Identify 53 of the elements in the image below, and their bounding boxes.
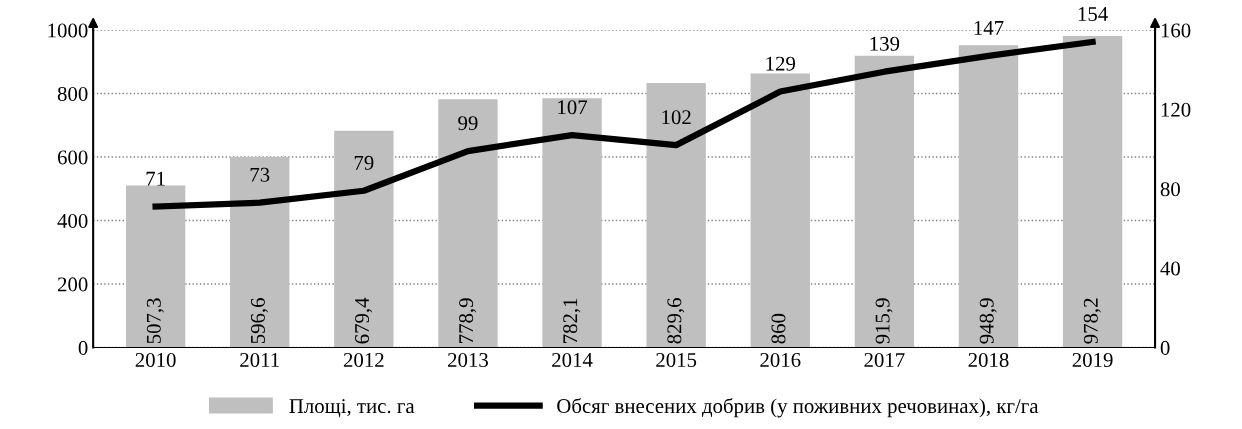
x-tick-label: 2011 [240, 352, 279, 368]
data-label: 79 [354, 155, 374, 170]
data-label: 978,2 [1083, 298, 1101, 344]
y-tick-label: 1000 [48, 23, 88, 38]
y2-tick-label: 0 [1160, 340, 1170, 355]
bar [854, 55, 915, 348]
data-label: 73 [250, 167, 270, 182]
y2-tick-label: 120 [1161, 102, 1191, 117]
bar [958, 45, 1019, 348]
legend-label: Обсяг внесених добрив (у поживних речовинах), кг/га [557, 397, 1039, 418]
data-label: 778,9 [459, 298, 477, 343]
bar [125, 185, 186, 348]
x-tick-label: 2019 [1072, 352, 1113, 368]
x-tick-label: 2018 [968, 352, 1009, 368]
data-label: 679,4 [355, 297, 373, 344]
data-label: 139 [870, 36, 900, 51]
y-tick-label: 400 [57, 213, 88, 228]
x-tick-label: 2014 [552, 352, 593, 368]
x-tick-label: 2012 [343, 352, 384, 368]
data-label: 71 [146, 171, 165, 186]
data-label: 102 [662, 110, 691, 125]
bar [750, 73, 810, 348]
data-label: 782,1 [563, 298, 581, 343]
legend-label: Площі, тис. га [289, 399, 415, 418]
y-tick-label: 600 [57, 150, 88, 165]
data-label: 107 [558, 100, 588, 115]
data-label: 829,6 [667, 298, 685, 344]
x-tick-label: 2010 [135, 352, 176, 368]
y-tick-label: 200 [57, 277, 88, 292]
x-tick-label: 2016 [760, 352, 801, 368]
data-label: 596,6 [250, 298, 268, 344]
bar [334, 130, 394, 348]
bar [542, 98, 602, 348]
data-label: 154 [1078, 7, 1108, 22]
data-label: 147 [974, 20, 1004, 35]
y2-tick-label: 40 [1160, 261, 1180, 276]
data-label: 948,9 [979, 298, 997, 344]
data-label: 129 [766, 56, 796, 71]
data-label: 860 [771, 313, 786, 344]
data-label: 507,3 [146, 298, 164, 344]
x-tick-label: 2013 [448, 352, 488, 368]
bar [438, 99, 498, 348]
y2-tick-label: 160 [1161, 23, 1191, 38]
data-label: 915,9 [875, 298, 893, 344]
data-label: 99 [458, 116, 478, 131]
bar [1062, 35, 1123, 348]
y2-tick-label: 80 [1160, 182, 1180, 197]
x-tick-label: 2015 [656, 352, 697, 368]
bar [230, 157, 290, 348]
x-tick-label: 2017 [864, 352, 905, 368]
bar [646, 83, 706, 348]
y-tick-label: 0 [78, 340, 88, 355]
y-tick-label: 800 [57, 86, 88, 101]
